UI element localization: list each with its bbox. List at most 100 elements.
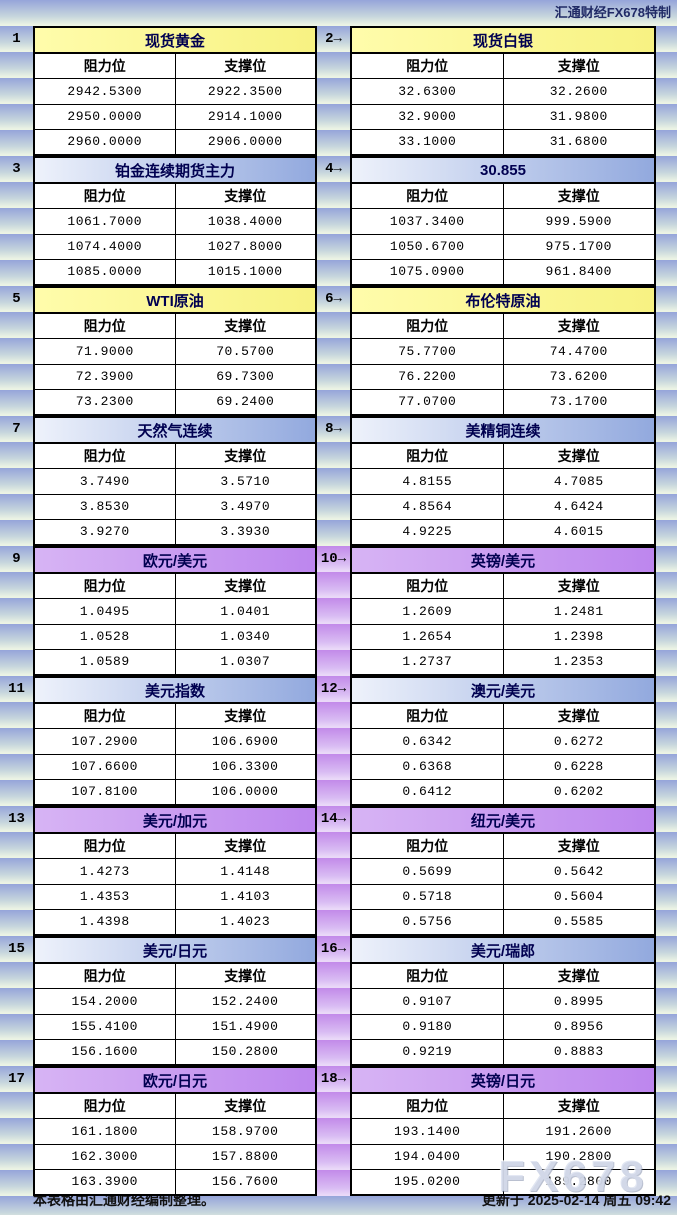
support-value: 1.0307 — [174, 648, 317, 676]
table-row: 33.1000 31.6800 — [350, 128, 656, 156]
right-gutter — [656, 26, 677, 156]
support-value: 191.2600 — [502, 1118, 656, 1145]
row-number: 3 — [12, 161, 21, 177]
support-value: 69.2400 — [174, 388, 317, 416]
support-header: 支撑位 — [174, 832, 317, 860]
row-number: 1 — [12, 31, 21, 47]
support-value: 1.0401 — [174, 598, 317, 625]
left-gutter: 11 — [0, 676, 33, 806]
support-header: 支撑位 — [174, 962, 317, 990]
table-title: 布伦特原油 — [350, 286, 656, 315]
support-value: 0.8883 — [502, 1038, 656, 1066]
table-pair-row: 17 欧元/日元 阻力位 支撑位 161.1800 158.9700 162.3… — [0, 1066, 677, 1196]
row-number: 8→ — [325, 421, 342, 437]
row-number: 12→ — [320, 681, 347, 697]
resistance-value: 1.0528 — [33, 623, 176, 650]
table-pair-row: 15 美元/日元 阻力位 支撑位 154.2000 152.2400 155.4… — [0, 936, 677, 1066]
price-table: 英镑/日元 阻力位 支撑位 193.1400 191.2600 194.0400… — [350, 1066, 656, 1196]
resistance-value: 1.4398 — [33, 908, 176, 936]
row-number: 4→ — [325, 161, 342, 177]
support-value: 1015.1000 — [174, 258, 317, 286]
support-value: 1.0340 — [174, 623, 317, 650]
resistance-value: 1085.0000 — [33, 258, 176, 286]
support-value: 0.8995 — [502, 988, 656, 1015]
support-value: 152.2400 — [174, 988, 317, 1015]
table-title-row: 美元/瑞郎 — [350, 936, 656, 965]
table-row: 195.0200 189.2800 — [350, 1168, 656, 1196]
left-gutter: 13 — [0, 806, 33, 936]
table-header-row: 阻力位 支撑位 — [33, 572, 317, 600]
row-number: 10→ — [320, 551, 347, 567]
support-header: 支撑位 — [502, 1092, 656, 1120]
resistance-value: 195.0200 — [350, 1168, 504, 1196]
resistance-value: 3.9270 — [33, 518, 176, 546]
resistance-value: 0.9219 — [350, 1038, 504, 1066]
table-header-row: 阻力位 支撑位 — [33, 832, 317, 860]
right-gutter — [656, 806, 677, 936]
table-row: 1.2737 1.2353 — [350, 648, 656, 676]
resistance-value: 3.8530 — [33, 493, 176, 520]
credit-bar: 汇通财经FX678特制 — [0, 0, 677, 26]
resistance-header: 阻力位 — [350, 702, 504, 730]
table-row: 2942.5300 2922.3500 — [33, 78, 317, 105]
table-row: 0.6342 0.6272 — [350, 728, 656, 755]
table-header-row: 阻力位 支撑位 — [350, 1092, 656, 1120]
table-pair-row: 11 美元指数 阻力位 支撑位 107.2900 106.6900 107.66… — [0, 676, 677, 806]
support-value: 157.8800 — [174, 1143, 317, 1170]
resistance-value: 156.1600 — [33, 1038, 176, 1066]
table-row: 77.0700 73.1700 — [350, 388, 656, 416]
table-title: 澳元/美元 — [350, 676, 656, 705]
resistance-value: 0.5699 — [350, 858, 504, 885]
support-value: 70.5700 — [174, 338, 317, 365]
table-row: 73.2300 69.2400 — [33, 388, 317, 416]
support-value: 0.6202 — [502, 778, 656, 806]
table-pair-row: 1 现货黄金 阻力位 支撑位 2942.5300 2922.3500 2950.… — [0, 26, 677, 156]
table-row: 0.9107 0.8995 — [350, 988, 656, 1015]
support-value: 4.7085 — [502, 468, 656, 495]
row-number: 14→ — [320, 811, 347, 827]
resistance-value: 1061.7000 — [33, 208, 176, 235]
table-title-row: WTI原油 — [33, 286, 317, 315]
resistance-value: 1050.6700 — [350, 233, 504, 260]
support-value: 1027.8000 — [174, 233, 317, 260]
resistance-value: 2942.5300 — [33, 78, 176, 105]
left-gutter: 15 — [0, 936, 33, 1066]
table-title: 英镑/美元 — [350, 546, 656, 575]
row-number: 9 — [12, 551, 21, 567]
table-row: 0.5699 0.5642 — [350, 858, 656, 885]
price-table: 现货白银 阻力位 支撑位 32.6300 32.2600 32.9000 31.… — [350, 26, 656, 156]
price-table: 欧元/日元 阻力位 支撑位 161.1800 158.9700 162.3000… — [33, 1066, 317, 1196]
middle-gutter: 8→ — [317, 416, 350, 546]
support-value: 4.6015 — [502, 518, 656, 546]
right-gutter — [656, 416, 677, 546]
table-header-row: 阻力位 支撑位 — [33, 312, 317, 340]
resistance-value: 2950.0000 — [33, 103, 176, 130]
table-header-row: 阻力位 支撑位 — [33, 962, 317, 990]
table-title-row: 美精铜连续 — [350, 416, 656, 445]
resistance-header: 阻力位 — [33, 52, 176, 80]
resistance-value: 75.7700 — [350, 338, 504, 365]
table-title-row: 美元指数 — [33, 676, 317, 705]
resistance-header: 阻力位 — [33, 312, 176, 340]
row-number: 11 — [8, 681, 25, 697]
resistance-value: 163.3900 — [33, 1168, 176, 1196]
resistance-header: 阻力位 — [350, 962, 504, 990]
price-table: 澳元/美元 阻力位 支撑位 0.6342 0.6272 0.6368 0.622… — [350, 676, 656, 806]
table-title-row: 天然气连续 — [33, 416, 317, 445]
table-row: 75.7700 74.4700 — [350, 338, 656, 365]
row-number: 2→ — [325, 31, 342, 47]
price-table: 美元/日元 阻力位 支撑位 154.2000 152.2400 155.4100… — [33, 936, 317, 1066]
resistance-value: 1.4273 — [33, 858, 176, 885]
table-row: 0.6412 0.6202 — [350, 778, 656, 806]
resistance-value: 162.3000 — [33, 1143, 176, 1170]
left-gutter: 9 — [0, 546, 33, 676]
table-header-row: 阻力位 支撑位 — [350, 832, 656, 860]
resistance-value: 1.4353 — [33, 883, 176, 910]
middle-gutter: 2→ — [317, 26, 350, 156]
resistance-value: 76.2200 — [350, 363, 504, 390]
row-number: 13 — [8, 811, 25, 827]
footer-source-note: 本表格由汇通财经编制整理。 — [33, 1192, 215, 1208]
support-value: 1.4148 — [174, 858, 317, 885]
table-title: WTI原油 — [33, 286, 317, 315]
